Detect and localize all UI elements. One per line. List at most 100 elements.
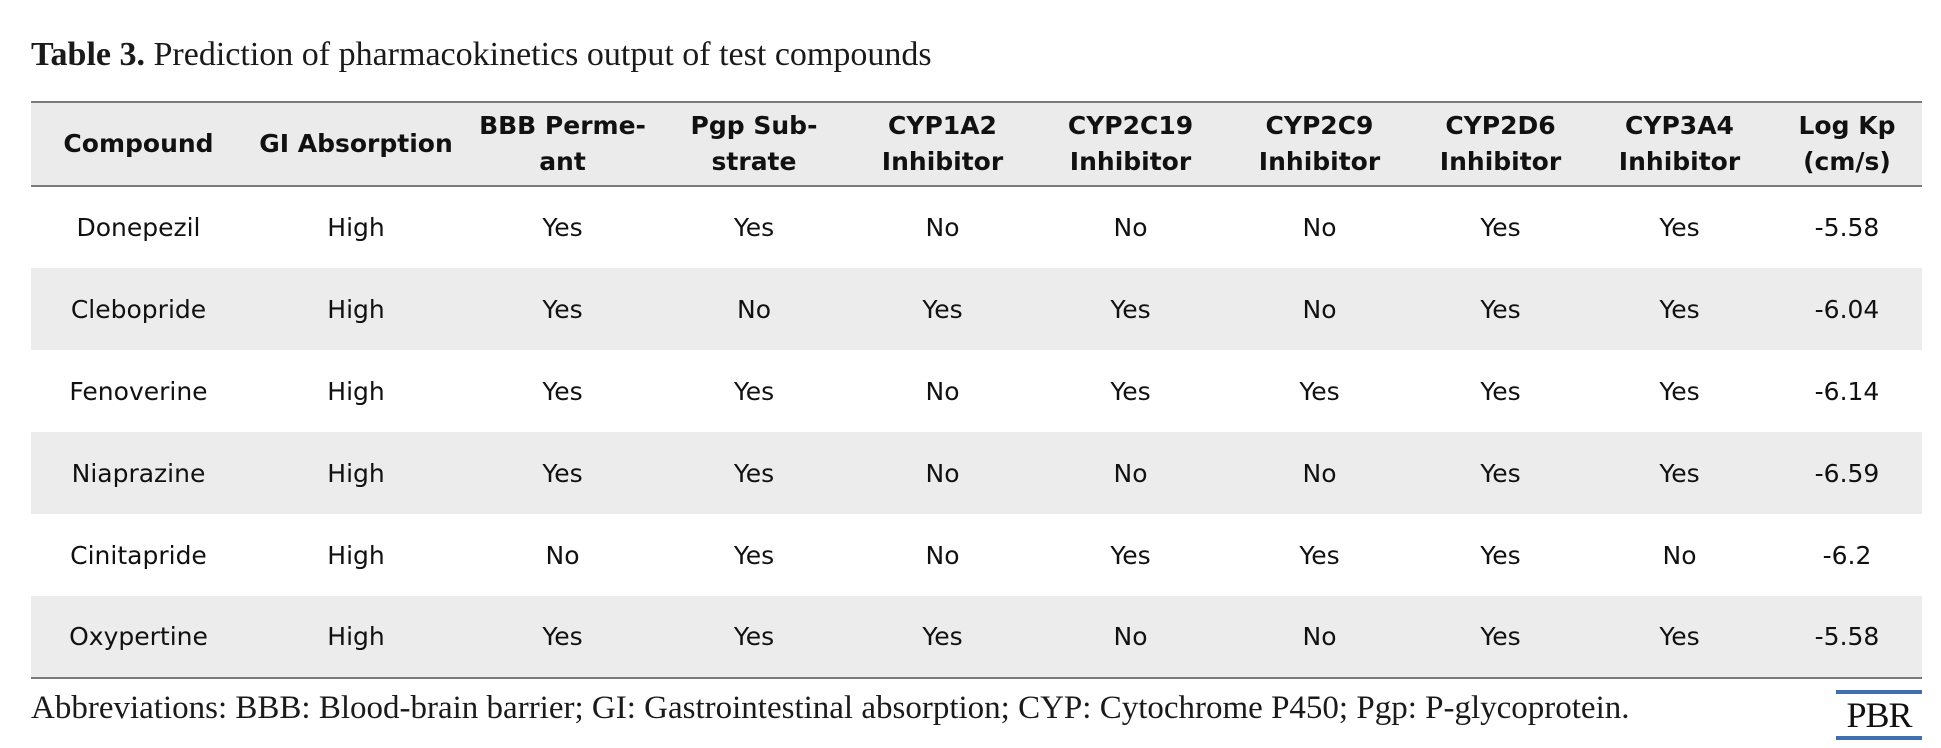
column-header-line: Log Kp (1798, 111, 1896, 140)
table-cell: Yes (659, 596, 849, 679)
table-cell: Yes (1659, 458, 1700, 488)
table-cell: Yes (1480, 213, 1521, 242)
table-cell: No (545, 540, 580, 570)
column-header: Log Kp (cm/s) (1772, 101, 1922, 187)
table-cell: No (925, 540, 960, 570)
header-row: Compound GI Absorption BBB Perme-ant Pgp Su… (31, 101, 1922, 187)
table-cell: High (327, 376, 385, 406)
table-row: Cinitapride High No Yes No Yes Yes Yes No -6.2 (31, 514, 1922, 596)
table-cell: No (1225, 596, 1414, 679)
table-cell: Yes (1659, 294, 1700, 324)
table-row: Oxypertine High Yes Yes Yes No No Yes Yes -5.58 (31, 596, 1922, 679)
table-cell: Yes (849, 596, 1036, 679)
column-header-line: Pgp Sub- (690, 111, 818, 140)
table-cell: Yes (1299, 540, 1340, 570)
compound-name-cell: Niaprazine (71, 458, 206, 488)
table-cell: Yes (733, 213, 775, 242)
table-cell: Yes (1480, 540, 1521, 570)
table-cell: No (1302, 458, 1337, 488)
column-header: CYP3A4 Inhibitor (1587, 101, 1772, 187)
column-header-line: CYP1A2 (888, 111, 997, 140)
table-cell: High (327, 213, 385, 242)
column-header-line: Inhibitor (1258, 147, 1381, 176)
table-cell: Yes (1659, 376, 1700, 406)
column-header: Pgp Sub-strate (659, 101, 849, 187)
table-cell: Yes (542, 294, 583, 324)
table-cell: No (925, 213, 960, 242)
table-cell: Yes (1587, 596, 1772, 679)
table-cell: -5.58 (1772, 596, 1922, 679)
table-cell: Yes (1480, 458, 1521, 488)
column-header: Compound (31, 101, 246, 187)
column-header-line: Inhibitor (1069, 147, 1192, 176)
column-header-line: Inhibitor (1439, 147, 1562, 176)
table-number: Table 3. (31, 36, 146, 73)
table-row: Donepezil High Yes Yes No No No Yes Yes -5.58 (31, 186, 1922, 268)
column-header-line: Inhibitor (881, 147, 1004, 176)
table-cell: Yes (1659, 213, 1700, 242)
table-cell: Yes (1480, 294, 1521, 324)
column-header-line: (cm/s) (1803, 147, 1891, 176)
column-header-line: CYP2D6 (1445, 111, 1556, 140)
column-header-line: CYP2C19 (1067, 111, 1194, 140)
table-title: Prediction of pharmacokinetics output of… (153, 36, 932, 73)
table-cell: Yes (733, 376, 775, 406)
column-header: CYP2C9 Inhibitor (1225, 101, 1414, 187)
table-cell: -6.04 (1814, 294, 1880, 324)
logo-text: PBR (1846, 695, 1912, 735)
table-cell: Yes (922, 294, 963, 324)
column-header-line: CYP2C9 (1265, 111, 1374, 140)
table-cell: Yes (466, 596, 659, 679)
table-cell: Yes (542, 213, 583, 242)
column-header-line: CYP3A4 (1625, 111, 1734, 140)
table-cell: No (1113, 213, 1148, 242)
compound-name-cell: Clebopride (70, 294, 207, 324)
table-cell: Yes (1480, 376, 1521, 406)
pbr-logo: PBR (1836, 690, 1922, 740)
column-header-line: strate (711, 147, 797, 176)
logo-top-bar (1836, 690, 1922, 694)
table-row: Fenoverine High Yes Yes No Yes Yes Yes Yes -6.14 (31, 350, 1922, 432)
table-cell: -6.14 (1814, 376, 1880, 406)
table-cell: No (925, 458, 960, 488)
column-header: BBB Perme-ant (466, 101, 659, 187)
column-header-line: ant (539, 147, 586, 176)
table-cell: -5.58 (1814, 213, 1880, 242)
column-header-line: Inhibitor (1618, 147, 1741, 176)
table-cell: No (1113, 458, 1148, 488)
table-cell: Yes (733, 458, 775, 488)
table-cell: No (1302, 213, 1337, 242)
table-cell: No (1036, 596, 1225, 679)
table-cell: Yes (542, 376, 583, 406)
column-header-line: BBB Perme- (479, 111, 646, 140)
column-header-line: GI Absorption (259, 129, 453, 158)
table-row: Clebopride High Yes No Yes Yes No Yes Yes -6.04 (31, 268, 1922, 350)
table-cell: No (737, 294, 771, 324)
compound-name-cell: Cinitapride (70, 540, 207, 570)
table-cell: No (1302, 294, 1337, 324)
table-cell: -6.59 (1814, 458, 1880, 488)
table-cell: -6.2 (1822, 540, 1872, 570)
table-cell: High (327, 540, 385, 570)
table-cell: High (246, 596, 466, 679)
table-cell: Yes (1414, 596, 1587, 679)
compound-name-cell: Oxypertine (31, 596, 246, 679)
table-cell: Yes (1110, 540, 1151, 570)
table-row: Niaprazine High Yes Yes No No No Yes Yes -6.59 (31, 432, 1922, 514)
compound-name-cell: Donepezil (76, 213, 201, 242)
table-cell: No (1662, 540, 1697, 570)
compound-name-cell: Fenoverine (69, 376, 208, 406)
logo-bottom-bar (1836, 736, 1922, 740)
table-cell: Yes (1110, 376, 1151, 406)
column-header: CYP2D6 Inhibitor (1414, 101, 1587, 187)
table-cell: Yes (542, 458, 583, 488)
table-body: Donepezil High Yes Yes No No No Yes Yes -5.58 Cleb… (31, 186, 1922, 679)
column-header: GI Absorption (246, 101, 466, 187)
table-caption: Table 3. Prediction of pharmacokinetics … (31, 36, 932, 74)
table-cell: Yes (1110, 294, 1151, 324)
column-header: CYP2C19 Inhibitor (1036, 101, 1225, 187)
table-cell: High (327, 294, 385, 324)
table-cell: Yes (733, 540, 775, 570)
table-cell: No (925, 376, 960, 406)
table-cell: High (327, 458, 385, 488)
